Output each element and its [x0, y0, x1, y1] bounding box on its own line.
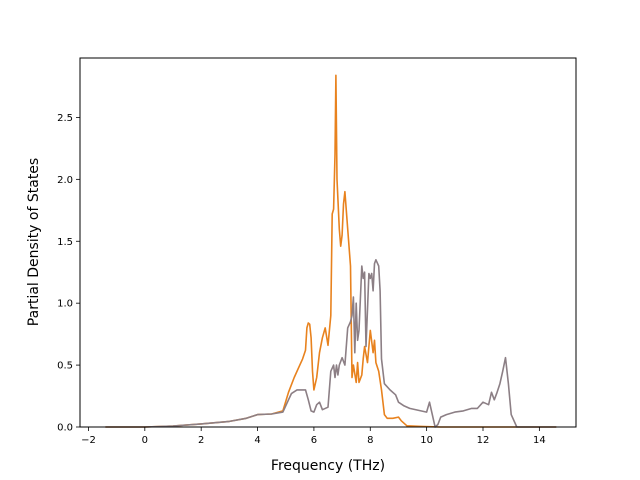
y-tick-label: 0.5 — [57, 361, 73, 372]
axes-frame — [79, 57, 577, 428]
x-tick-label: 0 — [142, 435, 148, 446]
series-line-1 — [105, 74, 557, 428]
series-line-2 — [105, 258, 557, 428]
x-axis-label: Frequency (THz) — [271, 458, 385, 474]
y-tick-label: 2.0 — [57, 175, 73, 186]
x-tick-label: 8 — [367, 435, 373, 446]
x-tick-label: 6 — [311, 435, 317, 446]
y-tick-label: 0.0 — [57, 423, 73, 434]
plot-area — [105, 74, 557, 428]
y-tick-label: 1.0 — [57, 299, 73, 310]
x-tick-label: 10 — [420, 435, 433, 446]
x-tick-label: 14 — [533, 435, 546, 446]
series-layer — [105, 74, 557, 428]
x-tick-label: 2 — [198, 435, 204, 446]
x-tick-label: 12 — [477, 435, 490, 446]
y-axis-ticks: 0.0 0.5 1.0 1.5 2.0 2.5 — [57, 113, 80, 434]
y-tick-label: 1.5 — [57, 237, 73, 248]
x-tick-label: 4 — [254, 435, 260, 446]
y-axis-label: Partial Density of States — [26, 158, 42, 326]
x-tick-label: −2 — [81, 435, 96, 446]
x-axis-ticks: −2 0 2 4 6 8 10 12 14 — [81, 427, 546, 446]
y-tick-label: 2.5 — [57, 113, 73, 124]
